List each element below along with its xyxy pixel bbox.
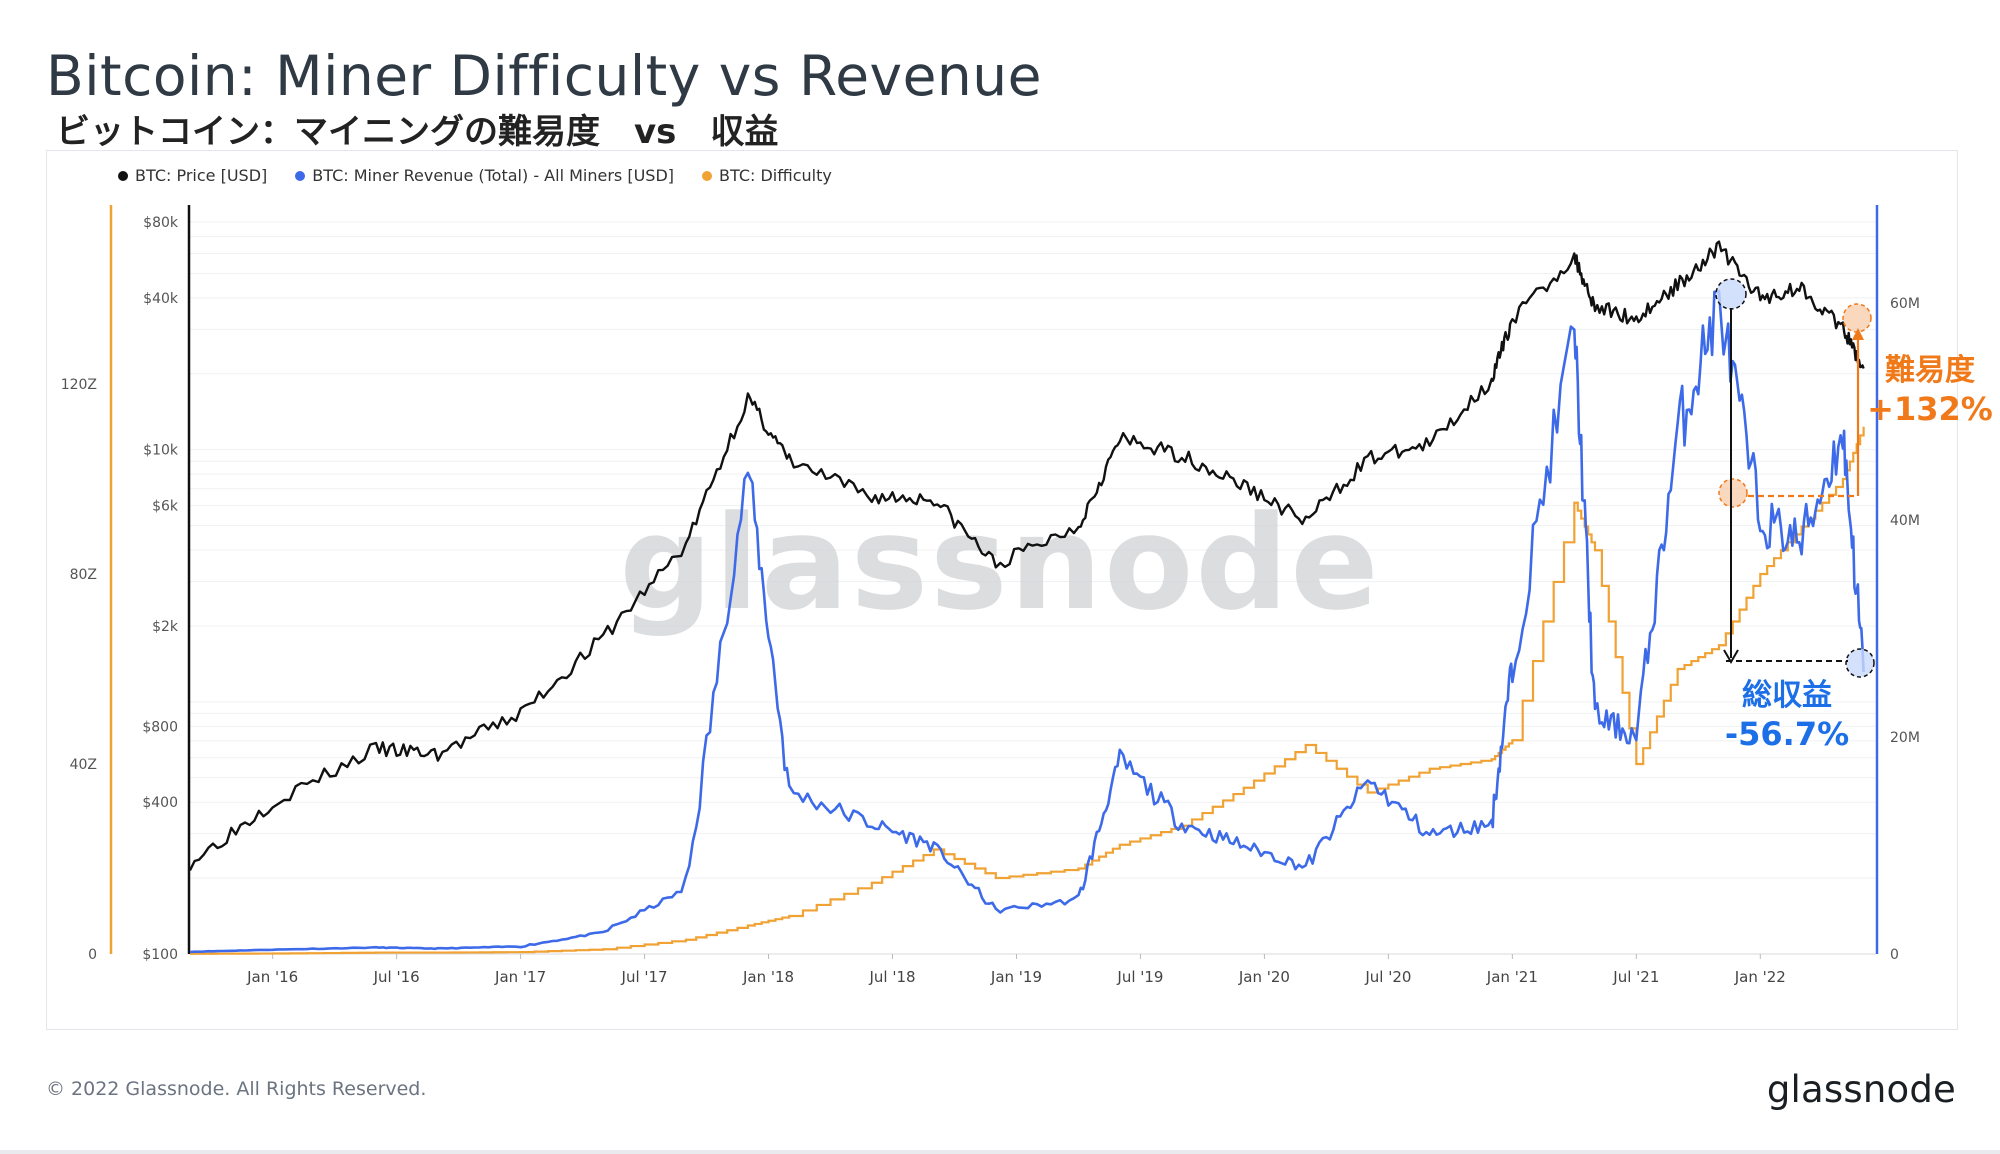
price-tick-label: $80k — [143, 215, 179, 231]
x-tick-label: Jan '17 — [494, 968, 546, 986]
revenue-series-line[interactable] — [189, 289, 1865, 954]
price-tick-label: $800 — [142, 719, 178, 735]
price-tick-label: $6k — [152, 499, 179, 515]
revenue-tick-label: 0 — [1890, 947, 1899, 963]
x-tick-label: Jul '17 — [621, 968, 668, 986]
legend-dot-difficulty — [702, 170, 712, 181]
legend-item-price[interactable]: BTC: Price [USD] — [118, 166, 267, 185]
price-tick-label: $40k — [143, 291, 179, 307]
x-tick-label: Jan '19 — [990, 968, 1042, 986]
price-tick-label: $2k — [152, 619, 179, 635]
difficulty-end-marker — [1842, 303, 1872, 333]
price-tick-label: $400 — [142, 795, 178, 811]
bottom-divider — [0, 1150, 2000, 1154]
legend-label-difficulty: BTC: Difficulty — [719, 166, 832, 185]
revenue-annotation-label: 総収益 — [1742, 678, 1832, 713]
x-tick-label: Jul '20 — [1364, 968, 1411, 986]
price-tick-label: $10k — [143, 443, 179, 459]
revenue-tick-label: 20M — [1890, 730, 1920, 746]
chart-legend: BTC: Price [USD] BTC: Miner Revenue (Tot… — [118, 166, 832, 185]
brand-logo[interactable]: glassnode — [1766, 1068, 1956, 1111]
difficulty-annotation-label: 難易度 — [1885, 353, 1975, 388]
revenue-start-marker — [1715, 278, 1747, 310]
x-tick-label: Jan '22 — [1734, 968, 1786, 986]
difficulty-annotation-value: +132% — [1867, 390, 1993, 428]
revenue-annotation-value: -56.7% — [1725, 715, 1849, 753]
price-tick-label: $100 — [142, 947, 178, 963]
x-tick-label: Jul '19 — [1116, 968, 1163, 986]
x-tick-label: Jan '21 — [1486, 968, 1538, 986]
legend-dot-price — [118, 170, 128, 181]
difficulty-tick-label: 0 — [88, 947, 97, 963]
revenue-tick-label: 40M — [1890, 513, 1920, 529]
legend-label-revenue: BTC: Miner Revenue (Total) - All Miners … — [312, 166, 674, 185]
legend-dot-revenue — [295, 170, 306, 181]
chart-panel — [46, 150, 1958, 1030]
difficulty-arrow-head — [1852, 328, 1864, 340]
revenue-end-marker — [1845, 648, 1875, 678]
revenue-tick-label: 60M — [1890, 296, 1920, 312]
x-tick-label: Jan '18 — [742, 968, 794, 986]
legend-label-price: BTC: Price [USD] — [135, 166, 268, 185]
difficulty-start-marker — [1718, 478, 1748, 508]
x-tick-label: Jul '21 — [1612, 968, 1659, 986]
difficulty-tick-label: 120Z — [61, 377, 97, 393]
copyright-text: © 2022 Glassnode. All Rights Reserved. — [46, 1078, 427, 1100]
x-tick-label: Jul '18 — [868, 968, 915, 986]
legend-item-difficulty[interactable]: BTC: Difficulty — [702, 166, 832, 185]
x-tick-label: Jul '16 — [373, 968, 420, 986]
difficulty-series-line[interactable] — [190, 426, 1865, 955]
x-tick-label: Jan '20 — [1238, 968, 1290, 986]
difficulty-tick-label: 40Z — [70, 757, 97, 773]
chart-subtitle: ビットコイン：マイニングの難易度 vs 収益 — [56, 112, 779, 152]
legend-item-revenue[interactable]: BTC: Miner Revenue (Total) - All Miners … — [295, 166, 674, 185]
difficulty-tick-label: 80Z — [70, 567, 97, 583]
x-tick-label: Jan '16 — [246, 968, 298, 986]
chart-title: Bitcoin: Miner Difficulty vs Revenue — [46, 44, 1042, 108]
price-series-line[interactable] — [188, 240, 1865, 871]
